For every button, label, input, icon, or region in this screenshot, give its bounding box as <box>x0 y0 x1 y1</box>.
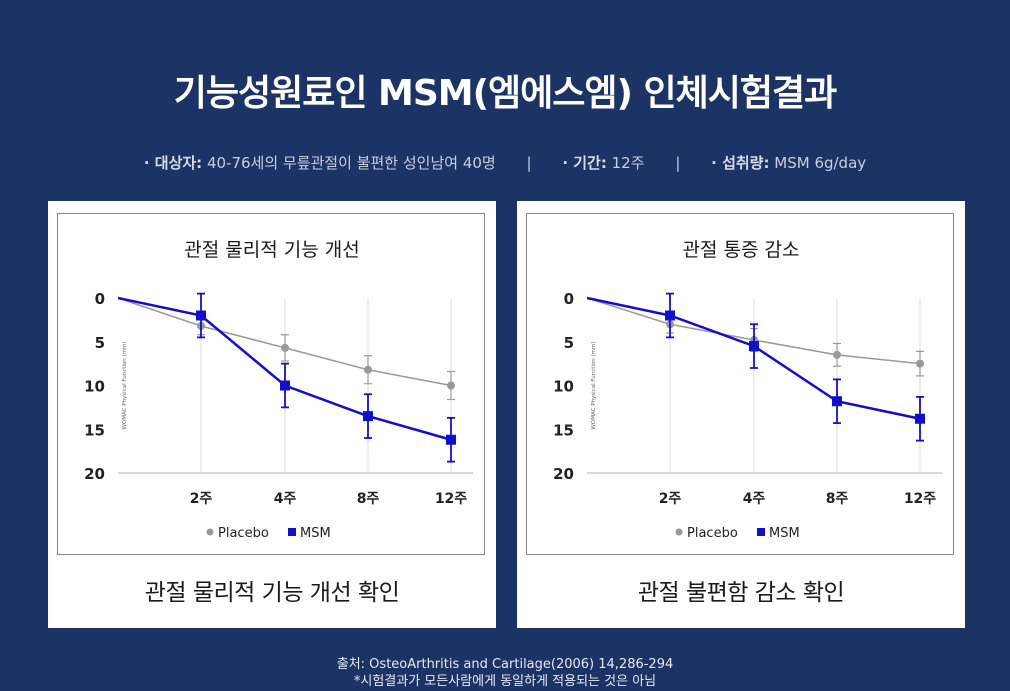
study-info: · 대상자: 40-76세의 무릎관절이 불편한 성인남여 40명 | · 기간… <box>0 152 1010 173</box>
chart-frame: 관절 통증 감소 0 5 10 15 20 2주 4주 8주 12주 WOMAC Physical … <box>526 213 954 555</box>
legend-marker-placebo <box>675 528 683 536</box>
data-point-msm <box>280 380 290 391</box>
chart-frame: 관절 물리적 기능 개선 0 5 10 15 20 2주 4주 8주 12주 WOMAC Physi… <box>57 213 485 555</box>
y-tick-label: 10 <box>553 378 574 396</box>
y-axis-label: WOMAC Physical Function (mm) <box>122 341 128 429</box>
y-tick-label: 15 <box>553 421 574 439</box>
chart-panel-function: 관절 물리적 기능 개선 0 5 10 15 20 2주 4주 8주 12주 WOMAC Physi… <box>48 201 496 628</box>
legend-marker-msm <box>757 528 765 536</box>
separator: | <box>526 154 532 172</box>
legend-label-placebo: Placebo <box>218 526 269 541</box>
y-axis-label: WOMAC Physical Function (mm) <box>591 341 597 429</box>
y-tick-label: 20 <box>84 465 105 483</box>
chart-panel-pain: 관절 통증 감소 0 5 10 15 20 2주 4주 8주 12주 WOMAC Physical … <box>517 201 965 628</box>
disclaimer: *시험결과가 모든사람에게 동일하게 적용되는 것은 아님 <box>353 674 657 689</box>
separator: | <box>675 154 681 172</box>
legend-label-msm: MSM <box>300 526 331 541</box>
legend-marker-msm <box>288 528 296 536</box>
dose-value: MSM 6g/day <box>774 154 867 172</box>
chart-function: 관절 물리적 기능 개선 0 5 10 15 20 2주 4주 8주 12주 WOMAC Physi… <box>84 239 473 541</box>
y-tick-label: 5 <box>95 334 105 352</box>
y-tick-label: 0 <box>564 290 574 308</box>
data-point-placebo <box>281 343 289 352</box>
y-tick-label: 5 <box>564 334 574 352</box>
legend-label-msm: MSM <box>769 526 800 541</box>
x-tick-label: 2주 <box>659 491 682 507</box>
x-tick-label: 8주 <box>826 491 849 507</box>
data-point-msm <box>446 434 456 445</box>
chart-caption: 관절 물리적 기능 개선 확인 <box>144 580 400 606</box>
x-tick-label: 2주 <box>190 491 213 507</box>
chart-caption: 관절 불편함 감소 확인 <box>637 580 845 606</box>
x-tick-label: 12주 <box>435 491 467 507</box>
data-point-placebo <box>364 365 372 374</box>
y-tick-label: 15 <box>84 421 105 439</box>
chart-title: 관절 물리적 기능 개선 <box>184 239 359 261</box>
period-value: 12주 <box>611 154 645 172</box>
legend-label-placebo: Placebo <box>687 526 738 541</box>
page-title: 기능성원료인 MSM(엠에스엠) 인체시험결과 <box>173 73 837 114</box>
y-tick-label: 20 <box>553 465 574 483</box>
x-tick-label: 4주 <box>743 491 766 507</box>
data-point-placebo <box>916 359 924 368</box>
subject-label: · 대상자: <box>143 154 203 172</box>
data-point-msm <box>915 413 925 424</box>
data-point-msm <box>832 396 842 407</box>
data-point-placebo <box>447 381 455 390</box>
x-tick-label: 12주 <box>904 491 936 507</box>
x-tick-label: 4주 <box>274 491 297 507</box>
source-citation: 출처: OsteoArthritis and Cartilage(2006) 1… <box>336 657 674 672</box>
y-tick-label: 10 <box>84 378 105 396</box>
data-point-msm <box>749 341 759 352</box>
x-tick-label: 8주 <box>357 491 380 507</box>
subject-value: 40-76세의 무릎관절이 불편한 성인남여 40명 <box>206 154 496 172</box>
period-label: · 기간: <box>562 154 607 172</box>
dose-label: · 섭취량: <box>711 154 770 172</box>
legend-marker-placebo <box>206 528 214 536</box>
data-point-msm <box>665 310 675 321</box>
chart-pain: 관절 통증 감소 0 5 10 15 20 2주 4주 8주 12주 WOMAC Physical … <box>553 239 942 541</box>
data-point-msm <box>363 411 373 422</box>
data-point-msm <box>196 310 206 321</box>
data-point-placebo <box>833 350 841 359</box>
y-tick-label: 0 <box>95 290 105 308</box>
chart-title: 관절 통증 감소 <box>683 239 800 261</box>
source-note: 출처: OsteoArthritis and Cartilage(2006) 1… <box>0 656 1010 690</box>
